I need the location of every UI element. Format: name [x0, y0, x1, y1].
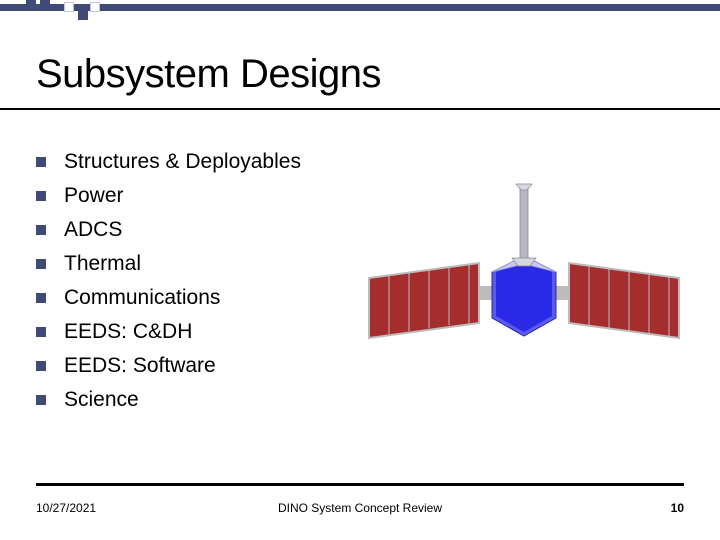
deco-square: [64, 2, 74, 12]
list-item: Science: [36, 388, 684, 412]
satellite-bus: [492, 256, 556, 336]
footer-date: 10/27/2021: [36, 501, 96, 515]
list-item-label: EEDS: C&DH: [64, 320, 192, 344]
page-number: 10: [671, 501, 684, 515]
solar-panel-right: [569, 263, 679, 338]
list-item-label: Structures & Deployables: [64, 150, 301, 174]
bullet-icon: [36, 327, 46, 337]
bullet-icon: [36, 225, 46, 235]
list-item-label: EEDS: Software: [64, 354, 216, 378]
list-item-label: Thermal: [64, 252, 141, 276]
bullet-icon: [36, 259, 46, 269]
satellite-illustration: [364, 168, 684, 388]
deco-square: [90, 2, 100, 12]
header-bar: [0, 4, 720, 11]
footer-rule: [36, 483, 684, 486]
list-item-label: ADCS: [64, 218, 122, 242]
bullet-icon: [36, 157, 46, 167]
footer: 10/27/2021 DINO System Concept Review 10: [36, 496, 684, 520]
list-item-label: Communications: [64, 286, 220, 310]
deco-square: [78, 10, 88, 20]
bullet-icon: [36, 191, 46, 201]
antenna-mast: [512, 184, 536, 266]
slide: Subsystem Designs Structures & Deployabl…: [0, 0, 720, 540]
deco-square: [26, 0, 36, 10]
deco-square: [40, 0, 50, 10]
page-title: Subsystem Designs: [36, 52, 381, 97]
bullet-icon: [36, 361, 46, 371]
title-underline: [0, 108, 720, 110]
footer-center-text: DINO System Concept Review: [278, 501, 442, 515]
list-item-label: Science: [64, 388, 139, 412]
bullet-icon: [36, 395, 46, 405]
bullet-icon: [36, 293, 46, 303]
header-decoration: [0, 0, 720, 24]
list-item-label: Power: [64, 184, 124, 208]
solar-panel-left: [369, 263, 479, 338]
